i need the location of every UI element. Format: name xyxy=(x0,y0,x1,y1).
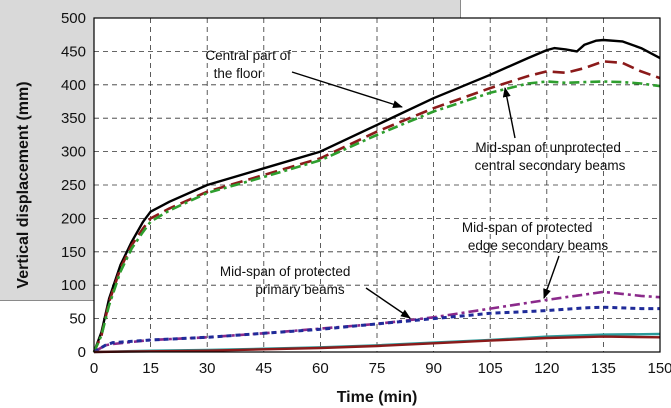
x-tick-label-3: 45 xyxy=(255,360,272,377)
annotation-central-floor-line-2: the floor xyxy=(214,66,263,81)
arrow-central-floor xyxy=(291,71,403,109)
y-tick-label-0: 0 xyxy=(78,344,86,361)
y-axis-title: Vertical displacement (mm) xyxy=(15,81,32,288)
y-tick-label-7: 350 xyxy=(61,110,86,127)
y-tick-label-6: 300 xyxy=(61,144,86,161)
series-line-4 xyxy=(93,305,660,354)
series-line-6 xyxy=(93,335,661,354)
y-tick-label-8: 400 xyxy=(61,77,86,94)
series-line-2 xyxy=(92,80,661,353)
arrow-unprotected-secondary xyxy=(502,87,516,139)
y-tick-label-1: 50 xyxy=(69,311,86,328)
x-axis-title: Time (min) xyxy=(337,389,418,406)
annotation-protected-edge-secondary-line-2: edge secondary beams xyxy=(468,238,609,253)
annotation-protected-edge-secondary: Mid-span of protected edge secondary bea… xyxy=(462,220,609,253)
series-line-0 xyxy=(92,38,661,353)
plot-frame xyxy=(93,17,661,353)
annotation-unprotected-secondary: Mid-span of unprotected central secondar… xyxy=(475,140,626,173)
y-tick-label-5: 250 xyxy=(61,177,86,194)
annotation-central-floor: Central part of the floor xyxy=(205,48,294,81)
tick-labels: 0 15 30 45 60 75 90 105 120 135 150 0 50 100 150 200 250… xyxy=(61,10,671,377)
annotation-protected-primary-line-1: Mid-span of protected xyxy=(220,264,351,279)
x-tick-label-10: 150 xyxy=(647,360,671,377)
x-tick-label-2: 30 xyxy=(199,360,216,377)
x-tick-label-6: 90 xyxy=(425,360,442,377)
annotation-central-floor-line-1: Central part of xyxy=(205,48,291,63)
y-tick-label-4: 200 xyxy=(61,210,86,227)
y-tick-label-2: 100 xyxy=(61,277,86,294)
x-tick-label-4: 60 xyxy=(312,360,329,377)
x-tick-label-0: 0 xyxy=(90,360,98,377)
annotation-protected-primary-line-2: primary beams xyxy=(255,282,345,297)
backdrop-divider xyxy=(0,300,90,301)
series-line-1 xyxy=(92,60,661,353)
series-layer xyxy=(92,38,661,354)
annotation-protected-edge-secondary-line-1: Mid-span of protected xyxy=(462,220,593,235)
annotation-unprotected-secondary-line-2: central secondary beams xyxy=(475,158,626,173)
x-tick-label-5: 75 xyxy=(369,360,386,377)
annotation-protected-primary: Mid-span of protected primary beams xyxy=(220,264,354,297)
x-tick-label-9: 135 xyxy=(591,360,616,377)
y-tick-label-9: 450 xyxy=(61,43,86,60)
y-tick-label-10: 500 xyxy=(61,10,86,27)
arrow-protected-primary xyxy=(365,287,411,319)
x-tick-label-1: 15 xyxy=(142,360,159,377)
x-tick-label-7: 105 xyxy=(478,360,503,377)
arrow-protected-edge-secondary xyxy=(543,255,560,299)
x-tick-label-8: 120 xyxy=(534,360,559,377)
y-tick-label-3: 150 xyxy=(61,244,86,261)
annotation-unprotected-secondary-line-1: Mid-span of unprotected xyxy=(475,140,621,155)
